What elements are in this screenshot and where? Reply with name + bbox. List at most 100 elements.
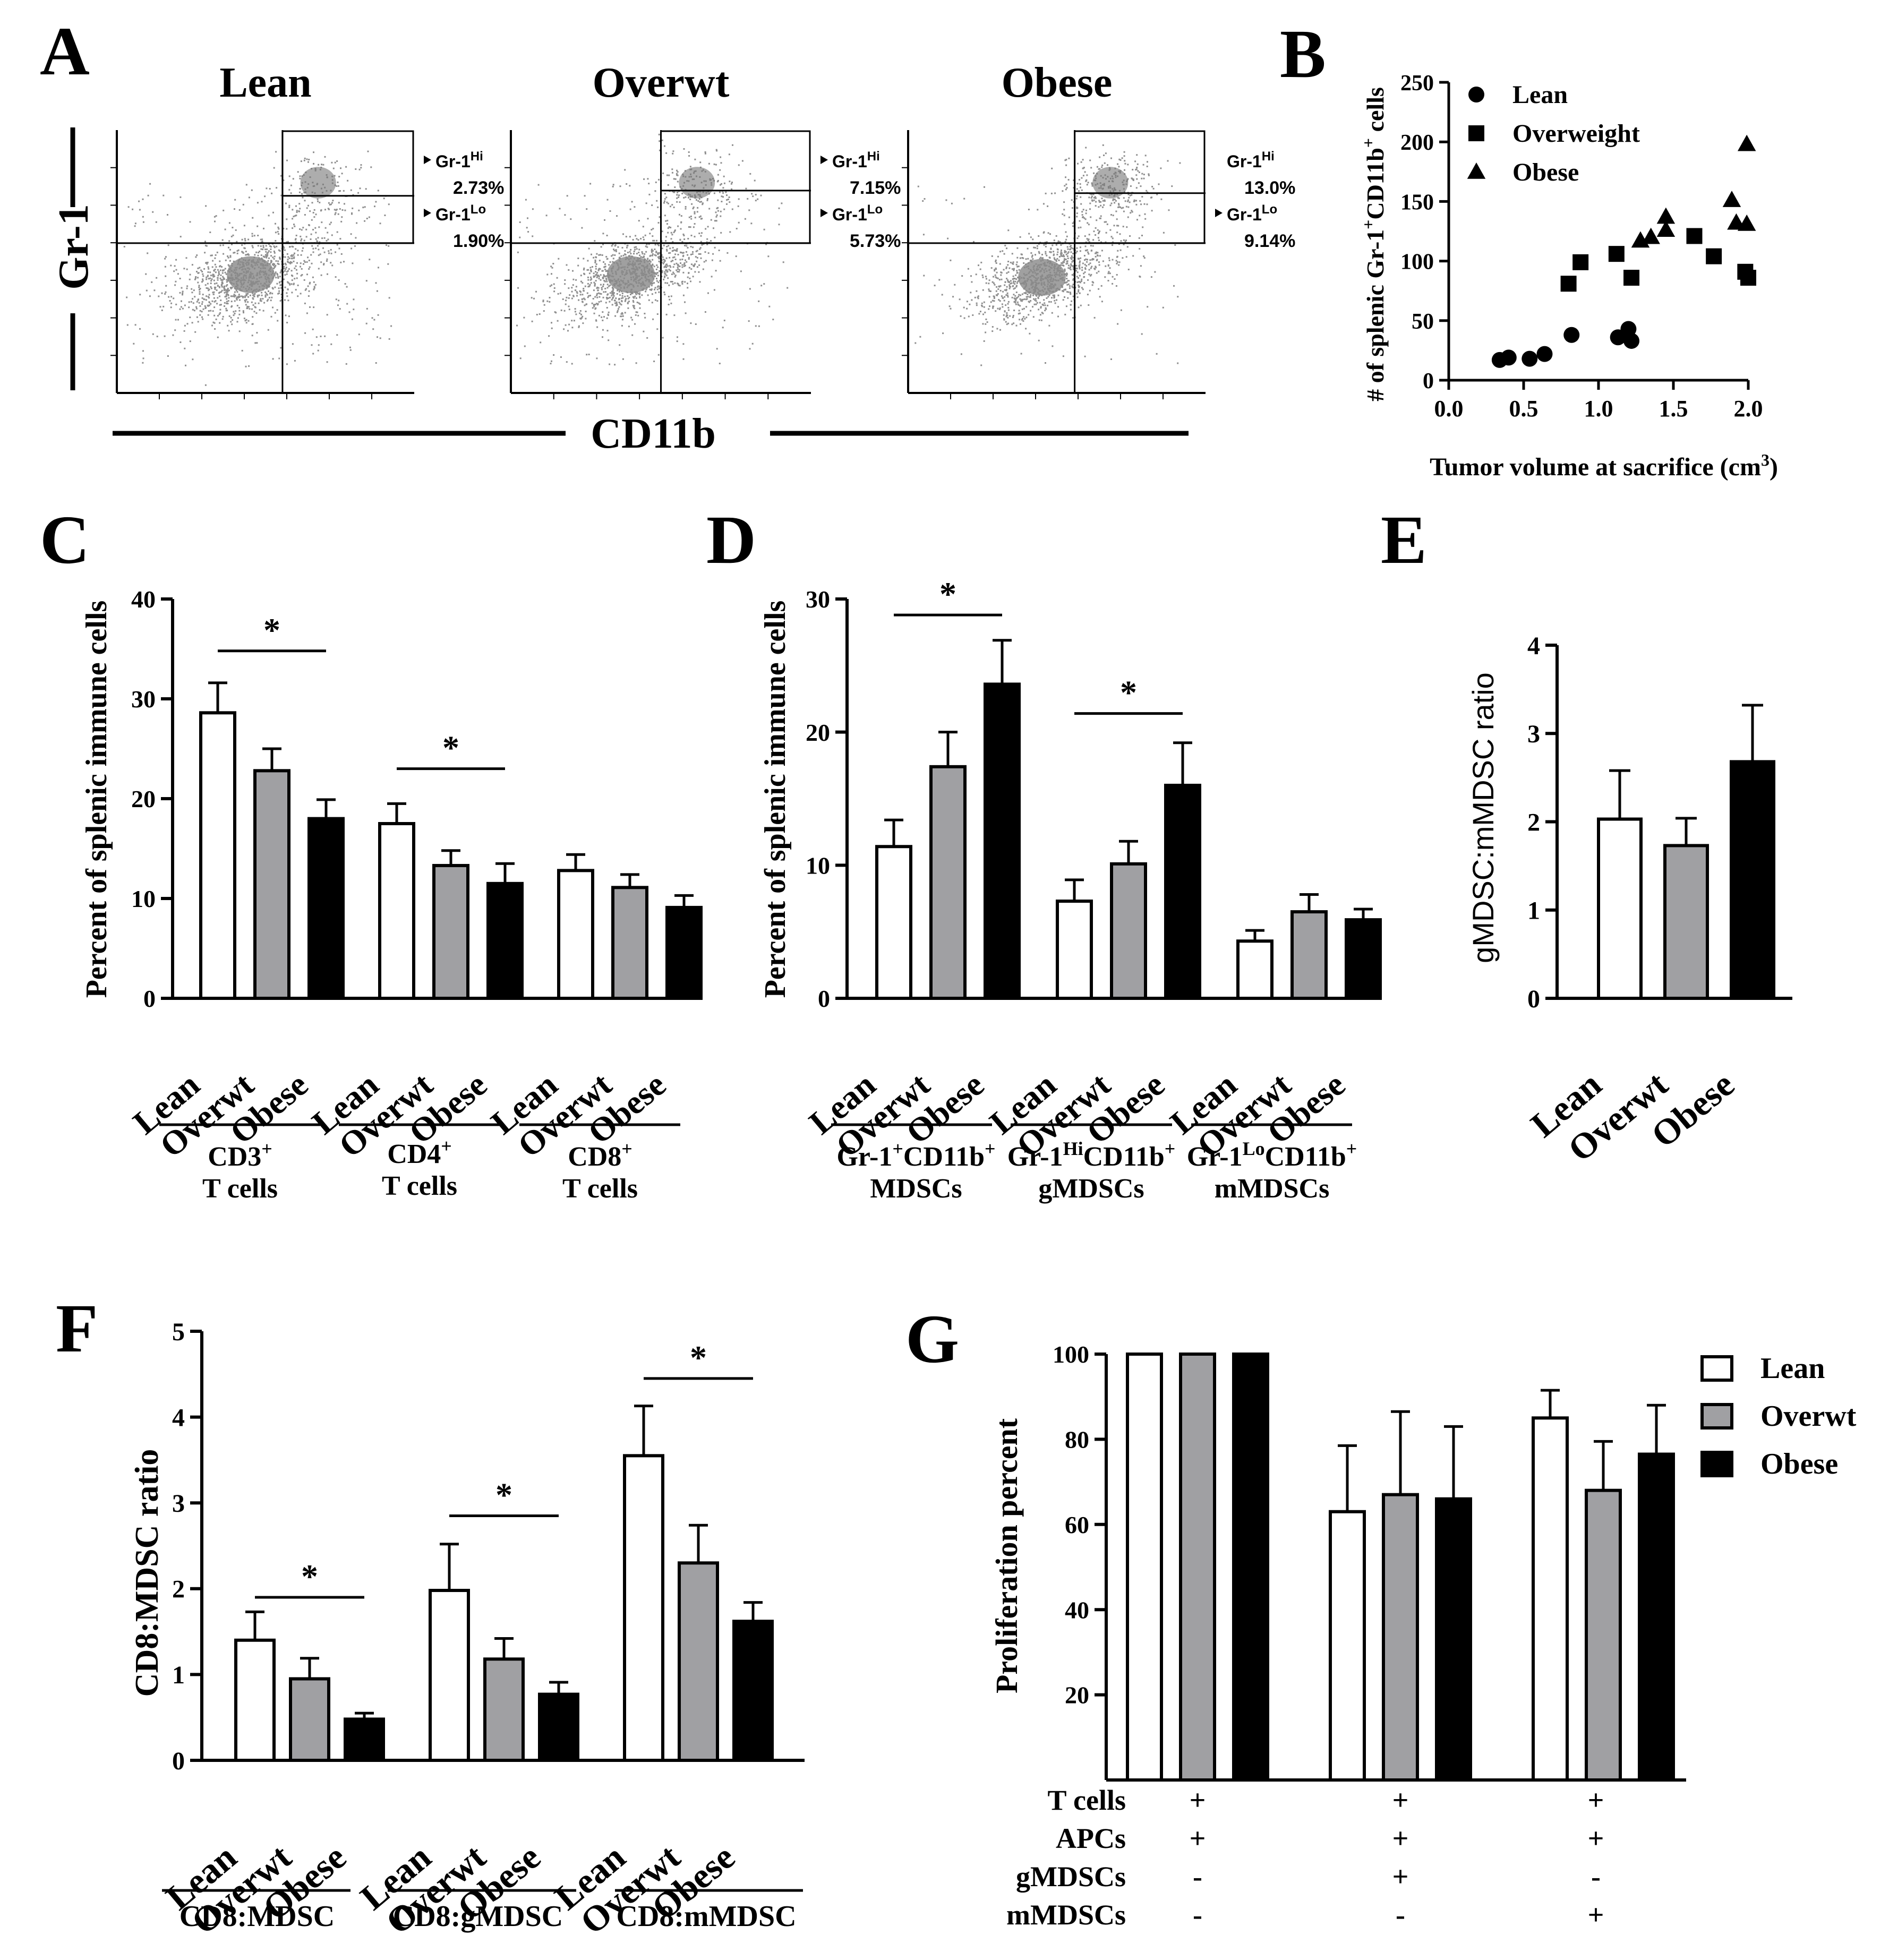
gate-value-hi: 7.15% — [850, 178, 901, 198]
condition-label: T cells — [1048, 1784, 1126, 1816]
gate-gr1-box — [660, 130, 811, 244]
y-tick-label: 10 — [806, 852, 830, 879]
bar-lean — [378, 822, 415, 1000]
significance-star: * — [690, 1339, 707, 1376]
y-tick-label: 250 — [1400, 71, 1434, 96]
group-label-cd4-sub: T cells — [382, 1171, 457, 1201]
group-label-cd8-mmdsc: CD8:mMDSC — [616, 1900, 796, 1933]
bar-overwt — [253, 769, 290, 1000]
flow-plot-lean: Lean Gr-1Hi 2.73% Gr-1Lo 1.90% — [110, 59, 504, 399]
gate-label-hi: Gr-1Hi — [435, 149, 483, 172]
condition-mark: - — [1193, 1899, 1202, 1931]
y-tick-label: 0 — [818, 985, 830, 1012]
group-label-mdsc-sub: MDSCs — [870, 1174, 962, 1204]
panel-d: D Percent of splenic immune cells 0 10 20 3… — [706, 502, 1382, 1204]
bar-lean — [1056, 900, 1093, 1000]
panel-b-x-label: Tumor volume at sacrifice (cm3) — [1430, 450, 1778, 481]
condition-mark: - — [1193, 1861, 1202, 1893]
y-tick-label: 20 — [131, 785, 156, 812]
flow-event-dots — [516, 133, 789, 366]
bar-overwt — [1663, 844, 1709, 1000]
y-tick-label: 5 — [172, 1318, 185, 1346]
gate-value-lo: 9.14% — [1244, 231, 1295, 251]
group-label-cd3: CD3+ — [208, 1138, 272, 1172]
bar-lean — [557, 869, 594, 1000]
data-point-obese — [1722, 191, 1741, 207]
x-tick-label: 1.0 — [1584, 396, 1613, 422]
bar-obese — [1345, 918, 1382, 1000]
gate-label-lo: Gr-1Lo — [1227, 202, 1277, 225]
data-point-overweight — [1623, 270, 1640, 286]
bar-obese — [1164, 783, 1201, 1000]
group-label-cd4: CD4+ — [387, 1135, 452, 1169]
panel-e-letter: E — [1381, 502, 1427, 578]
flow-events — [516, 133, 789, 366]
panel-d-letter: D — [706, 502, 756, 578]
y-tick-label: 0 — [1423, 369, 1434, 393]
y-tick-label: 100 — [1053, 1341, 1089, 1368]
panel-b-y-label: # of splenic Gr-1+CD11b+ cells — [1358, 87, 1389, 401]
significance-star: * — [263, 611, 280, 649]
group-labels-c: CD3+ T cells CD4+ T cells CD8+ T cells — [159, 1123, 680, 1204]
panel-c-letter: C — [40, 502, 90, 578]
legend-label-lean: Lean — [1512, 81, 1568, 109]
panel-a: A CD11b Gr-1 LeanGr-1Hi2.73%Gr-1Lo1.90%O… — [40, 13, 1295, 457]
bar-lean — [1532, 1416, 1569, 1782]
significance-star: * — [495, 1476, 512, 1513]
bar-overwt — [1382, 1493, 1419, 1782]
bar-lean — [875, 845, 912, 1000]
bar-overwt — [611, 886, 648, 1000]
y-tick-label: 20 — [1065, 1682, 1089, 1709]
gate-value-lo: 1.90% — [453, 231, 504, 251]
gate-arrow — [820, 156, 828, 164]
condition-table-g: T cells + + + APCs + + + gMDSCs - + - mMDSCs - - + — [1006, 1784, 1604, 1931]
y-tick-label: 0 — [1527, 985, 1540, 1013]
condition-mark: + — [1588, 1822, 1604, 1854]
bar-obese — [732, 1620, 774, 1762]
data-point-lean — [1536, 346, 1553, 362]
x-tick-label: 1.5 — [1659, 396, 1688, 422]
bar-lean — [429, 1589, 470, 1762]
y-tick-label: 50 — [1412, 310, 1434, 334]
bar-overwt — [1290, 910, 1328, 1000]
y-tick-label: 0 — [172, 1747, 185, 1775]
flow-plot-title: Overwt — [593, 59, 730, 106]
legend-swatch-lean — [1700, 1355, 1733, 1382]
y-tick-label: 60 — [1065, 1511, 1089, 1538]
panel-f-y-label: CD8:MDSC ratio — [129, 1449, 165, 1697]
flow-event-dots — [914, 144, 1181, 366]
legend-marker-overweight — [1468, 125, 1484, 141]
y-tick-label: 4 — [172, 1403, 185, 1432]
bar-chart-c: 010203040LeanOverwtObeseLeanOverwtObeseL… — [126, 586, 703, 1165]
flow-density-gr1hi — [1092, 167, 1129, 199]
group-label-cd3-sub: T cells — [202, 1174, 278, 1204]
panel-c: C Percent of splenic immune cells 0 10 20 3… — [40, 502, 703, 1204]
panel-a-y-label: Gr-1 — [50, 204, 97, 289]
group-label-cd8-sub: T cells — [562, 1174, 638, 1204]
group-label-mmdsc: Gr-1LoCD11b+ — [1187, 1138, 1357, 1172]
flow-events — [123, 150, 392, 386]
flow-plot-obese: Obese Gr-1Hi 13.0% Gr-1Lo 9.14% — [902, 59, 1295, 399]
condition-mark: + — [1190, 1784, 1206, 1816]
gate-arrow — [820, 209, 828, 217]
y-tick-label: 100 — [1400, 250, 1434, 275]
data-point-overweight — [1706, 248, 1722, 264]
flow-plot-title: Obese — [1002, 59, 1113, 106]
data-point-lean — [1522, 350, 1538, 367]
y-tick-label: 20 — [806, 719, 830, 746]
condition-mark: - — [1591, 1861, 1601, 1893]
y-tick-label: 1 — [172, 1661, 185, 1689]
group-labels-f: CD8:MDSC CD8:gMDSC CD8:mMDSC — [162, 1889, 803, 1933]
bar-lean — [199, 711, 236, 1000]
legend-label-obese: Obese — [1760, 1448, 1838, 1480]
data-point-lean — [1563, 327, 1580, 343]
condition-label: gMDSCs — [1016, 1861, 1126, 1893]
bar-lean — [623, 1454, 664, 1762]
group-label-cd8-mdsc: CD8:MDSC — [180, 1900, 335, 1933]
panel-f: F CD8:MDSC ratio 012345LeanOverwtObeseLe… — [56, 1290, 805, 1942]
bar-chart-d: 0102030LeanOverwtObeseLeanOverwtObeseLea… — [802, 575, 1382, 1165]
condition-mark: + — [1392, 1822, 1409, 1854]
condition-label: APCs — [1056, 1822, 1126, 1854]
